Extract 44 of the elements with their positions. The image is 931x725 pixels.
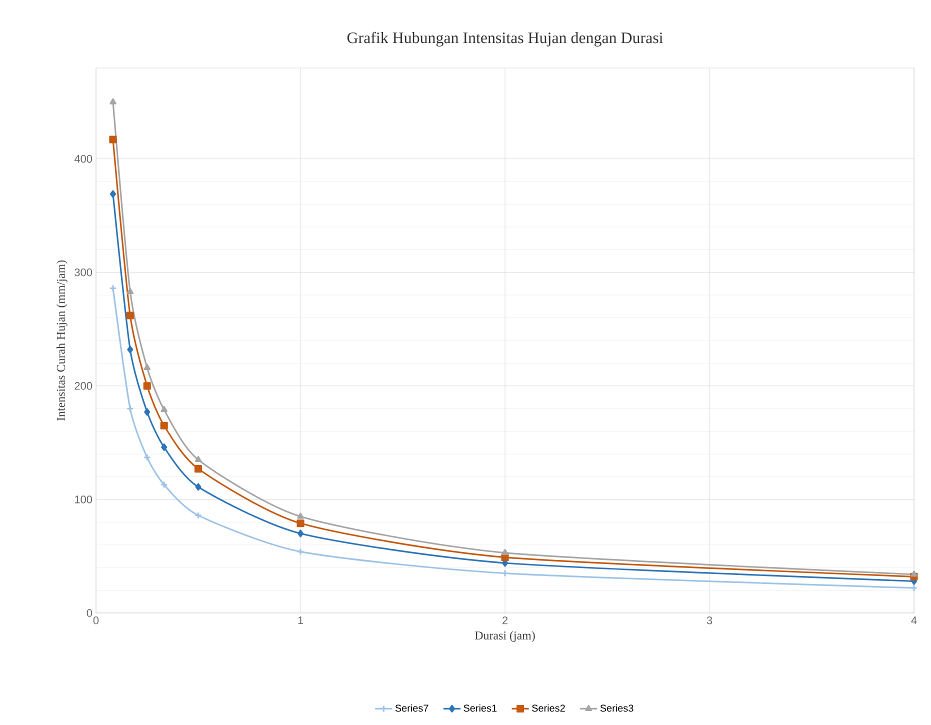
point bbox=[194, 512, 202, 520]
point bbox=[501, 569, 509, 578]
point bbox=[126, 404, 134, 412]
point bbox=[143, 382, 151, 390]
y-tick-label: 100 bbox=[75, 496, 92, 504]
point bbox=[160, 406, 168, 412]
point bbox=[297, 512, 304, 519]
point bbox=[144, 408, 150, 416]
point bbox=[501, 554, 509, 562]
point bbox=[144, 364, 151, 370]
x-tick-label: 4 bbox=[911, 616, 917, 624]
point bbox=[126, 288, 134, 294]
point bbox=[296, 548, 304, 556]
point bbox=[126, 312, 134, 320]
x-tick-label: 0 bbox=[93, 616, 99, 624]
y-tick-label: 200 bbox=[74, 382, 92, 390]
point bbox=[109, 136, 117, 144]
y-tick-label: 400 bbox=[74, 154, 92, 163]
point bbox=[110, 190, 116, 198]
legend-label: Series2 bbox=[532, 704, 565, 712]
point bbox=[161, 443, 168, 452]
x-axis-title: Durasi (jam) bbox=[474, 631, 535, 642]
x-tick-label: 3 bbox=[706, 616, 712, 624]
x-tick-label: 1 bbox=[298, 616, 304, 624]
point bbox=[160, 480, 168, 488]
point bbox=[195, 483, 202, 491]
point bbox=[110, 98, 116, 104]
point bbox=[194, 465, 202, 473]
chart-title: Grafik Hubungan Intensitas Hujan dengan Durasi bbox=[347, 32, 663, 46]
point bbox=[194, 456, 202, 462]
y-tick-label: 0 bbox=[86, 609, 92, 617]
point bbox=[297, 530, 304, 538]
point bbox=[296, 520, 304, 528]
point bbox=[127, 346, 134, 354]
legend-label: Series3 bbox=[600, 704, 634, 712]
point bbox=[910, 570, 918, 577]
legend-label: Series1 bbox=[464, 704, 497, 712]
point bbox=[160, 422, 168, 430]
x-tick-label: 2 bbox=[502, 616, 508, 624]
point bbox=[143, 454, 151, 462]
point bbox=[502, 549, 508, 556]
y-tick-label: 300 bbox=[74, 268, 92, 276]
y-axis-title: Intensitas Curah Hujan (mm/jam) bbox=[56, 260, 68, 421]
legend-label: Series7 bbox=[395, 704, 428, 712]
